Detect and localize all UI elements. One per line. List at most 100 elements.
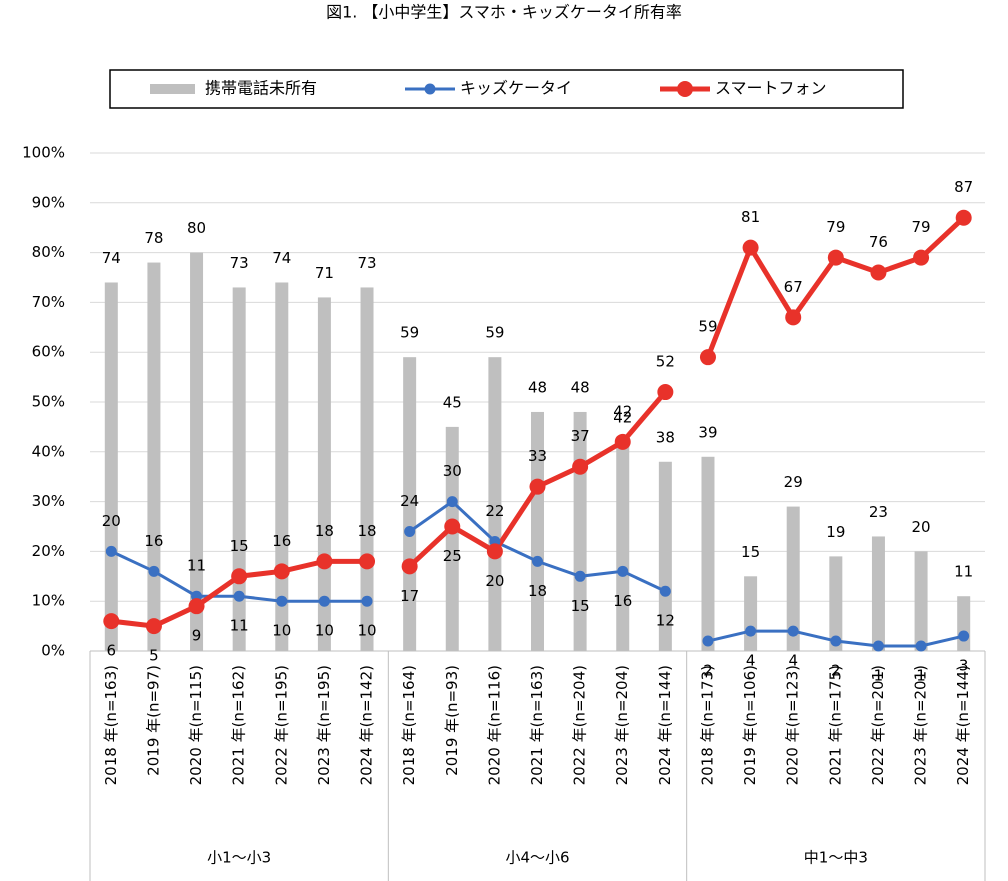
line-marker <box>532 555 543 567</box>
x-tick-label: 2021 年(n=175) <box>826 665 844 785</box>
x-tick-label: 2024 年(n=144) <box>954 665 972 785</box>
line-value-label: 11 <box>187 557 206 575</box>
line-marker <box>574 570 586 582</box>
bar <box>147 262 161 651</box>
line-value-label: 76 <box>869 233 888 251</box>
bar <box>786 506 800 651</box>
line-value-label: 22 <box>485 502 504 520</box>
line-value-label: 5 <box>149 647 159 665</box>
y-tick-label: 60% <box>32 343 65 361</box>
line-marker <box>699 349 716 366</box>
bar-value-label: 78 <box>144 229 163 247</box>
bar <box>829 556 843 651</box>
bar-value-label: 45 <box>443 393 462 411</box>
line-marker <box>572 458 589 475</box>
x-tick-label: 2023 年(n=204) <box>613 665 631 785</box>
line-value-label: 16 <box>613 592 632 610</box>
line-marker <box>870 264 887 281</box>
x-tick-label: 2024 年(n=142) <box>358 665 376 785</box>
bar-value-label: 80 <box>187 219 206 237</box>
line-value-label: 12 <box>656 612 675 630</box>
bar <box>871 536 885 651</box>
line-value-label: 87 <box>954 178 973 196</box>
y-tick-label: 30% <box>32 492 65 510</box>
x-tick-label: 2021 年(n=163) <box>528 665 546 785</box>
line-value-label: 79 <box>826 218 845 236</box>
line-value-label: 15 <box>571 597 590 615</box>
legend-label: スマートフォン <box>715 79 827 98</box>
line-value-label: 11 <box>230 617 249 635</box>
bar-value-label: 74 <box>102 249 121 267</box>
bar <box>658 461 672 651</box>
bar-value-label: 59 <box>485 324 504 342</box>
bar-value-label: 59 <box>400 324 419 342</box>
line-value-label: 10 <box>315 622 334 640</box>
line-marker <box>742 239 759 256</box>
y-tick-label: 100% <box>22 144 65 162</box>
line-marker <box>657 384 674 401</box>
bar <box>445 426 459 651</box>
line-value-label: 10 <box>272 622 291 640</box>
line-value-label: 25 <box>443 547 462 565</box>
bar <box>190 252 204 651</box>
x-tick-label: 2020 年(n=123) <box>784 665 802 785</box>
x-tick-label: 2022 年(n=204) <box>571 665 589 785</box>
x-tick-label: 2022 年(n=201) <box>869 665 887 785</box>
bar <box>957 596 971 651</box>
y-tick-label: 50% <box>32 393 65 411</box>
line-marker <box>105 545 117 557</box>
line-marker <box>913 249 930 266</box>
line-value-label: 6 <box>107 642 117 660</box>
legend-label: 携帯電話未所有 <box>205 79 317 98</box>
legend-box <box>109 69 904 109</box>
bar <box>616 441 630 651</box>
line-marker <box>958 630 970 642</box>
line-value-label: 17 <box>400 587 419 605</box>
legend-marker <box>424 83 436 95</box>
line-marker <box>444 518 461 535</box>
bar-value-label: 15 <box>741 543 760 561</box>
line-value-label: 18 <box>315 522 334 540</box>
line-value-label: 1 <box>874 667 884 685</box>
bar <box>701 456 715 651</box>
bar-value-label: 48 <box>571 378 590 396</box>
line-marker <box>659 585 671 597</box>
chart-title: 図1. 【小中学生】スマホ・キッズケータイ所有率 <box>326 3 682 22</box>
bar <box>531 411 544 651</box>
line-value-label: 15 <box>230 537 249 555</box>
y-tick-label: 0% <box>41 642 65 660</box>
line-value-label: 2 <box>831 662 841 680</box>
bar-value-label: 29 <box>784 473 803 491</box>
line-value-label: 3 <box>959 657 969 675</box>
group-label: 中1～中3 <box>804 849 868 867</box>
line-value-label: 59 <box>698 318 717 336</box>
legend-swatch <box>150 84 195 94</box>
line-marker <box>702 635 714 647</box>
y-tick-label: 80% <box>32 243 65 261</box>
line-marker <box>446 496 458 508</box>
line-marker <box>486 543 503 560</box>
bar <box>488 357 502 651</box>
line-marker <box>145 618 162 635</box>
line-marker <box>148 565 160 577</box>
bar <box>403 357 417 651</box>
bar <box>275 282 289 651</box>
x-tick-label: 2020 年(n=115) <box>187 665 205 785</box>
group-label: 小1～小3 <box>207 849 271 867</box>
line-marker <box>915 640 927 652</box>
bar <box>573 411 587 651</box>
x-tick-label: 2023 年(n=195) <box>315 665 333 785</box>
line-value-label: 1 <box>916 667 926 685</box>
line-value-label: 16 <box>144 532 163 550</box>
line-value-label: 37 <box>571 427 590 445</box>
bar-value-label: 73 <box>357 254 376 272</box>
line-marker <box>401 558 418 575</box>
line-value-label: 81 <box>741 208 760 226</box>
line-value-label: 30 <box>443 462 462 480</box>
line-value-label: 4 <box>788 652 798 670</box>
bar-value-label: 74 <box>272 249 291 267</box>
line-marker <box>273 563 290 580</box>
bar-value-label: 39 <box>698 423 717 441</box>
bar-value-label: 42 <box>613 408 632 426</box>
x-tick-label: 2020 年(n=116) <box>485 665 503 785</box>
